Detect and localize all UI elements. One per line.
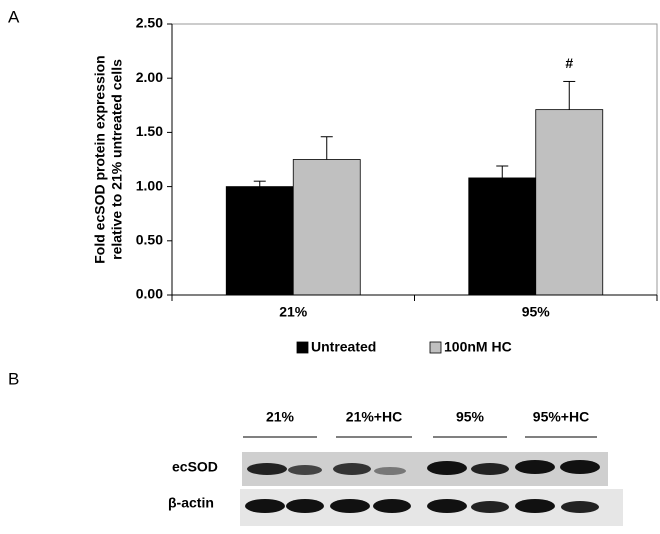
row-label: β-actin (168, 495, 214, 511)
blot-image (240, 436, 623, 526)
y-axis-label: Fold ecSOD protein expression (92, 55, 108, 264)
legend-label: 100nM HC (444, 339, 512, 355)
lane-label: 95% (456, 409, 485, 425)
y-tick-label: 0.50 (136, 232, 163, 248)
y-tick-label: 2.00 (136, 69, 163, 85)
y-tick-label: 1.50 (136, 123, 163, 139)
annotation: # (565, 55, 573, 71)
bar (535, 109, 604, 296)
y-tick-label: 2.50 (136, 15, 163, 31)
bar (225, 186, 294, 296)
panel-label: A (8, 7, 20, 26)
row-label: ecSOD (172, 459, 218, 475)
y-tick-label: 0.00 (136, 286, 163, 302)
y-axis-label: relative to 21% untreated cells (109, 59, 125, 260)
y-tick-label: 1.00 (136, 177, 163, 193)
panel-label: B (8, 369, 19, 388)
bar (292, 159, 361, 296)
x-tick-label: 95% (522, 304, 551, 320)
legend-swatch (429, 341, 442, 354)
legend-swatch (296, 341, 309, 354)
lane-label: 21%+HC (346, 409, 402, 425)
legend-label: Untreated (311, 339, 376, 355)
x-tick-label: 21% (279, 304, 308, 320)
lane-label: 95%+HC (533, 409, 589, 425)
lane-label: 21% (266, 409, 295, 425)
bar (468, 177, 537, 296)
